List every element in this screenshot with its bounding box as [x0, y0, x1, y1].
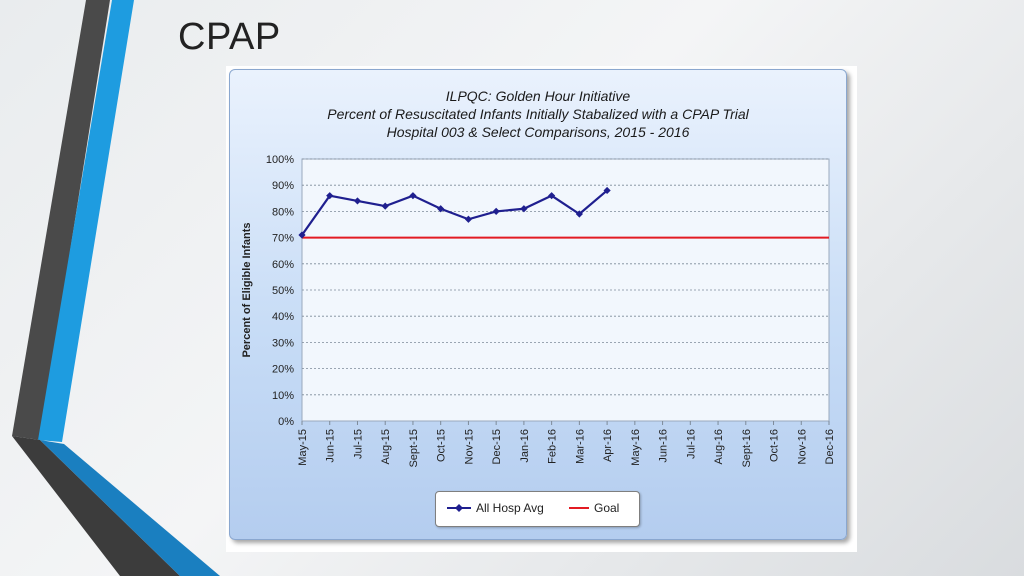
y-tick-label: 60%: [272, 259, 294, 271]
data-point: [603, 186, 611, 195]
x-tick-label: Aug-16: [713, 429, 725, 464]
slide-title: CPAP: [178, 16, 281, 58]
x-tick-label: Nov-16: [796, 429, 808, 464]
y-tick-label: 80%: [272, 206, 294, 218]
x-tick-label: Jul-16: [685, 429, 697, 459]
chart-title-line-1: ILPQC: Golden Hour Initiative: [445, 88, 631, 104]
x-tick-label: Sept-16: [741, 429, 753, 468]
x-axis-ticks: May-15 Jun-15 Jul-15 Aug-15 Sept-15 Oct-15 Nov…: [297, 421, 836, 468]
x-tick-label: Feb-16: [547, 429, 559, 464]
dark-stripe: [12, 0, 110, 440]
x-tick-label: Oct-15: [436, 429, 448, 462]
data-point: [381, 202, 389, 210]
x-tick-label: Jul-15: [352, 429, 364, 459]
y-tick-label: 10%: [272, 390, 294, 402]
x-tick-label: Oct-16: [769, 429, 781, 462]
y-tick-label: 40%: [272, 311, 294, 323]
legend-item-series: All Hosp Avg: [446, 501, 544, 515]
data-point: [298, 231, 306, 239]
plot-area: [301, 158, 830, 422]
dark-wedge: [12, 436, 180, 576]
legend-series-label: All Hosp Avg: [476, 501, 544, 515]
chart-container: ILPQC: Golden Hour Initiative Percent of…: [226, 66, 857, 552]
y-tick-label: 20%: [272, 364, 294, 376]
x-tick-label: Aug-15: [380, 429, 392, 464]
y-tick-label: 50%: [272, 285, 294, 297]
y-tick-label: 100%: [266, 154, 294, 166]
series-line: [301, 189, 608, 236]
x-tick-label: Nov-15: [463, 429, 475, 464]
data-point: [353, 197, 362, 205]
slide-decoration: [12, 0, 220, 576]
series-layer: [298, 186, 611, 239]
y-tick-label: 90%: [272, 180, 294, 192]
x-tick-label: May-15: [297, 429, 309, 466]
x-tick-label: Mar-16: [574, 429, 586, 464]
series-marker-icon: [447, 504, 471, 512]
goal-line-icon: [569, 507, 589, 509]
data-point: [548, 192, 556, 200]
x-tick-label: Dec-15: [491, 429, 503, 464]
x-tick-label: May-16: [630, 429, 642, 466]
y-tick-label: 30%: [272, 337, 294, 349]
data-point: [437, 205, 445, 213]
x-tick-label: Apr-16: [602, 429, 614, 462]
x-tick-label: Jan-16: [519, 429, 531, 463]
blue-wedge: [40, 440, 220, 576]
y-axis-title: Percent of Eligible Infants: [241, 222, 253, 357]
chart-legend: All Hosp Avg Goal: [435, 491, 640, 527]
x-tick-label: Sept-15: [408, 429, 420, 468]
x-tick-label: Dec-16: [824, 429, 836, 464]
blue-stripe: [38, 0, 134, 442]
x-tick-label: Jun-15: [325, 429, 337, 463]
chart-title-line-2: Percent of Resuscitated Infants Initiall…: [327, 106, 749, 122]
chart-panel: ILPQC: Golden Hour Initiative Percent of…: [229, 69, 847, 540]
line-chart: 0% 10% 20% 30% 40% 50% 60% 70% 80% 90% 100% May-15…: [241, 154, 836, 468]
legend-item-goal: Goal: [568, 501, 619, 515]
x-tick-label: Jun-16: [658, 429, 670, 463]
y-tick-label: 70%: [272, 233, 294, 245]
chart-title-line-3: Hospital 003 & Select Comparisons, 2015 …: [386, 124, 690, 140]
y-axis-ticks: 0% 10% 20% 30% 40% 50% 60% 70% 80% 90% 100%: [266, 154, 294, 428]
y-tick-label: 0%: [278, 416, 294, 428]
data-point: [492, 207, 500, 215]
data-point: [520, 205, 528, 213]
legend-goal-label: Goal: [594, 501, 620, 515]
data-point: [575, 210, 583, 218]
